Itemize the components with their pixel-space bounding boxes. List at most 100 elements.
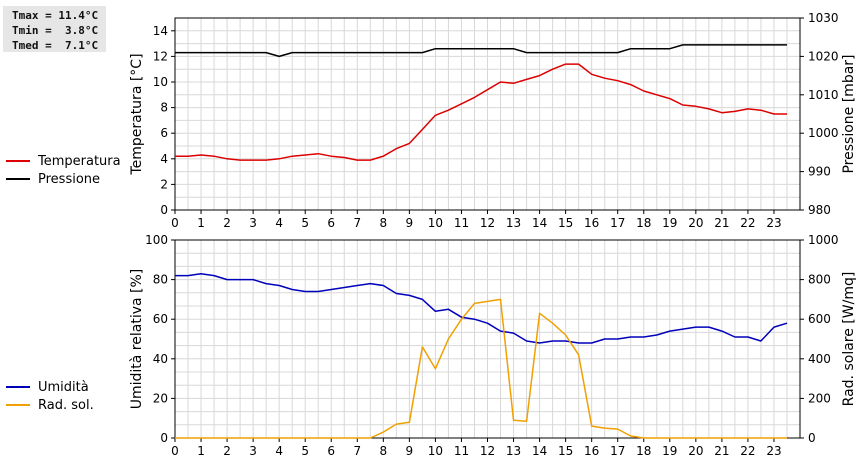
y-left-tick-label: 0 — [160, 203, 168, 217]
x-tick-label: 12 — [480, 216, 495, 230]
y-right-tick-label: 1000 — [808, 233, 839, 247]
x-tick-label: 21 — [714, 216, 729, 230]
x-tick-label: 8 — [380, 216, 388, 230]
x-tick-label: 1 — [197, 444, 205, 458]
stat-tmax: Tmax = 11.4°C — [12, 9, 99, 22]
legend-swatch-temperatura — [6, 159, 30, 162]
x-tick-label: 6 — [327, 216, 335, 230]
x-tick-label: 3 — [249, 216, 257, 230]
x-tick-label: 13 — [506, 216, 521, 230]
x-tick-label: 23 — [766, 444, 781, 458]
x-tick-label: 0 — [171, 444, 179, 458]
y-left-tick-label: 40 — [153, 352, 168, 366]
x-tick-label: 15 — [558, 444, 573, 458]
legend-item-pressione: Pressione — [6, 172, 100, 187]
x-tick-label: 2 — [223, 216, 231, 230]
legend-label-umidita: Umidità — [38, 380, 89, 395]
stats-box: Tmax = 11.4°C Tmin = 3.8°C Tmed = 7.1°C — [3, 6, 106, 52]
legend-item-rad-sol: Rad. sol. — [6, 398, 94, 413]
x-tick-label: 16 — [584, 216, 599, 230]
legend-swatch-umidita — [6, 385, 30, 388]
y-right-tick-label: 1020 — [808, 49, 839, 63]
x-tick-label: 10 — [428, 444, 443, 458]
y-right-tick-label: 980 — [808, 203, 831, 217]
series-line-temperatura — [175, 63, 787, 161]
x-tick-label: 8 — [380, 444, 388, 458]
x-tick-label: 11 — [454, 444, 469, 458]
x-tick-label: 20 — [688, 444, 703, 458]
x-tick-label: 14 — [532, 444, 547, 458]
y-right-tick-label: 600 — [808, 312, 831, 326]
y-right-tick-label: 400 — [808, 352, 831, 366]
x-tick-label: 22 — [740, 216, 755, 230]
legend-item-umidita: Umidità — [6, 380, 89, 395]
y-left-axis-label: Temperatura [°C] — [129, 53, 145, 175]
legend-label-rad-sol: Rad. sol. — [38, 398, 94, 413]
legend-label-temperatura: Temperatura — [38, 154, 121, 169]
x-tick-label: 5 — [301, 444, 309, 458]
y-left-tick-label: 10 — [153, 75, 168, 89]
y-left-tick-label: 8 — [160, 101, 168, 115]
y-left-tick-label: 12 — [153, 49, 168, 63]
x-tick-label: 15 — [558, 216, 573, 230]
x-tick-label: 19 — [662, 444, 677, 458]
x-tick-label: 13 — [506, 444, 521, 458]
x-tick-label: 19 — [662, 216, 677, 230]
chart-panel-bottom: 0 1 2 3 4 5 6 7 8 9 10 11 12 13 14 15 16 17 18 19 20 21 22 2302… — [129, 233, 857, 458]
x-tick-label: 16 — [584, 444, 599, 458]
x-tick-label: 10 — [428, 216, 443, 230]
y-left-tick-label: 20 — [153, 391, 168, 405]
series-line-umidit — [175, 272, 788, 344]
y-left-tick-label: 80 — [153, 273, 168, 287]
x-tick-label: 4 — [275, 216, 283, 230]
y-left-axis-label: Umidità relativa [%] — [129, 269, 145, 410]
x-tick-label: 3 — [249, 444, 257, 458]
x-tick-label: 17 — [610, 444, 625, 458]
y-left-tick-label: 14 — [153, 24, 168, 38]
legend-item-temperatura: Temperatura — [6, 154, 121, 169]
x-tick-label: 18 — [636, 216, 651, 230]
chart-panel-top: 0 1 2 3 4 5 6 7 8 9 10 11 12 13 14 15 16 17 18 19 20 21 22 2302… — [129, 11, 857, 230]
x-tick-label: 5 — [301, 216, 309, 230]
y-right-tick-label: 0 — [808, 431, 816, 445]
y-right-tick-label: 200 — [808, 391, 831, 405]
x-tick-label: 9 — [406, 444, 414, 458]
x-tick-label: 6 — [327, 444, 335, 458]
y-left-tick-label: 6 — [160, 126, 168, 140]
y-right-tick-label: 1010 — [808, 88, 839, 102]
legend-label-pressione: Pressione — [38, 172, 101, 187]
stat-tmin: Tmin = 3.8°C — [12, 24, 99, 37]
y-right-tick-label: 1000 — [808, 126, 839, 140]
x-tick-label: 14 — [532, 216, 547, 230]
stat-tmed: Tmed = 7.1°C — [12, 39, 99, 52]
x-tick-label: 18 — [636, 444, 651, 458]
x-tick-label: 11 — [454, 216, 469, 230]
x-tick-label: 1 — [197, 216, 205, 230]
x-tick-label: 9 — [406, 216, 414, 230]
y-left-tick-label: 100 — [145, 233, 168, 247]
x-tick-label: 20 — [688, 216, 703, 230]
x-tick-label: 17 — [610, 216, 625, 230]
x-tick-label: 0 — [171, 216, 179, 230]
y-right-tick-label: 990 — [808, 165, 831, 179]
y-left-tick-label: 2 — [160, 177, 168, 191]
x-tick-label: 4 — [275, 444, 283, 458]
legend-swatch-pressione — [6, 177, 30, 180]
x-tick-label: 7 — [353, 216, 361, 230]
y-left-tick-label: 0 — [160, 431, 168, 445]
x-tick-label: 12 — [480, 444, 495, 458]
x-tick-label: 2 — [223, 444, 231, 458]
y-right-axis-label: Pressione [mbar] — [841, 54, 857, 173]
x-tick-label: 21 — [714, 444, 729, 458]
x-tick-label: 7 — [353, 444, 361, 458]
legend-swatch-rad-sol — [6, 403, 30, 406]
y-left-tick-label: 60 — [153, 312, 168, 326]
series-line-rad-sol — [175, 298, 787, 439]
y-right-tick-label: 800 — [808, 273, 831, 287]
y-right-tick-label: 1030 — [808, 11, 839, 25]
y-left-tick-label: 4 — [160, 152, 168, 166]
series-line-pressione — [175, 44, 787, 58]
y-right-axis-label: Rad. solare [W/mq] — [841, 272, 857, 407]
x-tick-label: 23 — [766, 216, 781, 230]
